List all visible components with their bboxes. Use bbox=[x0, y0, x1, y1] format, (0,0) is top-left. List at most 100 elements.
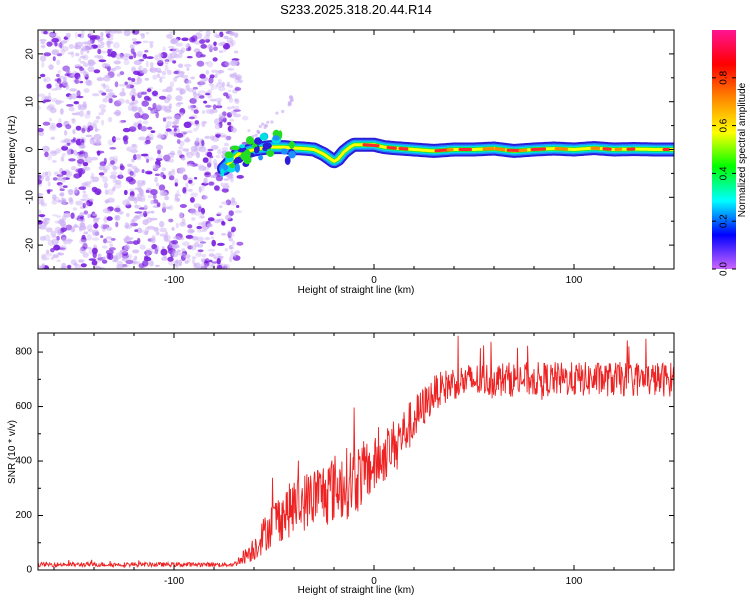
noise-point bbox=[108, 247, 116, 251]
noise-point bbox=[205, 109, 212, 114]
noise-point bbox=[47, 181, 51, 187]
noise-point bbox=[134, 204, 139, 209]
noise-point bbox=[171, 226, 175, 231]
noise-point bbox=[149, 68, 154, 72]
noise-point bbox=[150, 110, 155, 115]
noise-point bbox=[173, 236, 181, 240]
noise-point bbox=[40, 41, 46, 44]
noise-point bbox=[170, 150, 175, 155]
noise-point bbox=[176, 168, 183, 173]
noise-point bbox=[131, 143, 136, 148]
noise-point bbox=[159, 189, 165, 197]
noise-point bbox=[191, 256, 197, 259]
faint-trail-point bbox=[256, 129, 260, 133]
y-tick-label: 20 bbox=[25, 48, 36, 60]
noise-point bbox=[210, 98, 217, 102]
noise-point bbox=[136, 77, 143, 84]
noise-point bbox=[118, 253, 124, 258]
noise-point bbox=[131, 38, 137, 42]
noise-point bbox=[157, 60, 164, 67]
noise-point bbox=[207, 217, 215, 222]
noise-point bbox=[214, 84, 218, 90]
noise-point bbox=[178, 49, 184, 55]
noise-point bbox=[142, 179, 146, 186]
noise-point bbox=[130, 220, 134, 228]
noise-point bbox=[144, 231, 149, 236]
noise-point bbox=[93, 217, 99, 224]
noise-point bbox=[75, 125, 82, 131]
noise-point bbox=[56, 176, 63, 182]
noise-point bbox=[112, 155, 119, 162]
noise-point bbox=[93, 133, 102, 141]
noise-point bbox=[154, 54, 159, 61]
noise-point bbox=[216, 213, 221, 217]
noise-point bbox=[56, 77, 62, 84]
noise-point bbox=[56, 235, 60, 241]
noise-point bbox=[208, 259, 213, 263]
noise-point bbox=[198, 186, 202, 193]
noise-point bbox=[183, 121, 192, 128]
noise-point bbox=[195, 252, 203, 258]
noise-point bbox=[51, 199, 58, 205]
noise-point bbox=[218, 121, 223, 129]
noise-point bbox=[122, 127, 131, 133]
noise-point bbox=[184, 260, 189, 264]
spectrogram-noise-layer bbox=[38, 30, 251, 269]
noise-point bbox=[150, 200, 155, 205]
noise-point bbox=[201, 185, 205, 192]
ridge-onset-blob bbox=[284, 156, 291, 165]
noise-point bbox=[226, 135, 232, 141]
noise-point bbox=[47, 104, 55, 110]
noise-point bbox=[161, 256, 168, 261]
noise-point bbox=[113, 60, 122, 65]
noise-point bbox=[67, 239, 74, 242]
ridge-onset-blob bbox=[228, 163, 236, 169]
noise-point bbox=[127, 163, 133, 168]
ridge-onset-blob bbox=[254, 137, 263, 145]
noise-point bbox=[142, 194, 146, 201]
noise-point bbox=[234, 210, 243, 214]
noise-point bbox=[175, 222, 179, 229]
noise-point bbox=[98, 104, 107, 109]
noise-point bbox=[215, 34, 220, 38]
noise-point bbox=[207, 43, 214, 50]
y-tick-label: 0 bbox=[25, 146, 36, 152]
noise-point bbox=[219, 31, 224, 38]
noise-point bbox=[229, 176, 234, 183]
noise-point bbox=[206, 223, 213, 228]
noise-point bbox=[140, 197, 146, 203]
noise-point bbox=[106, 252, 112, 260]
noise-point bbox=[217, 242, 225, 246]
noise-point bbox=[163, 192, 169, 197]
ridge-onset-blob bbox=[262, 142, 272, 149]
noise-point bbox=[92, 231, 97, 235]
noise-point bbox=[182, 241, 190, 247]
noise-point bbox=[53, 244, 61, 251]
noise-point bbox=[186, 163, 194, 167]
noise-point bbox=[166, 120, 172, 128]
colorbar-strip bbox=[712, 30, 736, 269]
noise-point bbox=[57, 199, 62, 203]
noise-point bbox=[95, 115, 101, 120]
noise-point bbox=[176, 249, 181, 253]
noise-point bbox=[117, 174, 124, 179]
noise-point bbox=[75, 168, 84, 173]
noise-point bbox=[223, 92, 229, 97]
noise-point bbox=[71, 118, 75, 121]
noise-point bbox=[68, 158, 76, 162]
noise-point bbox=[149, 260, 154, 267]
noise-point bbox=[50, 230, 57, 237]
noise-point bbox=[127, 77, 132, 81]
noise-point bbox=[183, 254, 191, 259]
noise-point bbox=[92, 251, 97, 259]
noise-point bbox=[136, 41, 142, 44]
noise-point bbox=[207, 248, 216, 252]
noise-point bbox=[156, 104, 163, 111]
spectrogram-ylabel: Frequency (Hz) bbox=[7, 116, 18, 185]
noise-point bbox=[214, 123, 221, 130]
noise-point bbox=[176, 189, 180, 196]
noise-point bbox=[196, 151, 200, 159]
noise-point bbox=[178, 259, 183, 267]
noise-point bbox=[136, 227, 143, 234]
noise-point bbox=[217, 69, 225, 74]
